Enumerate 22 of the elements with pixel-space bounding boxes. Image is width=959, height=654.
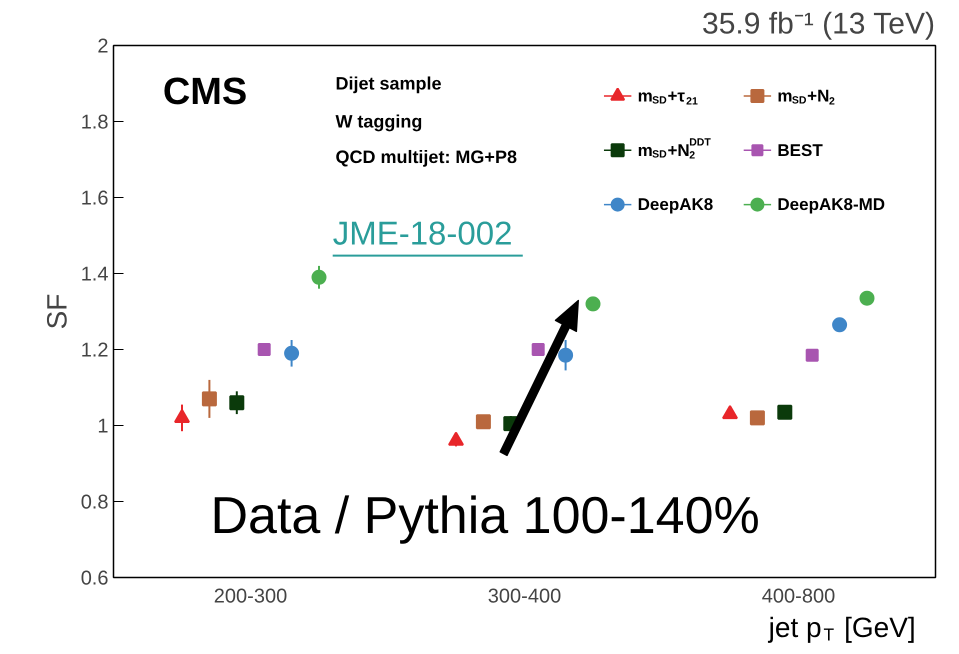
annotation: JME-18-002 [332,214,512,252]
x-tick-label: 400-800 [762,586,836,608]
chart-title: 35.9 fb⁻¹ (13 TeV) [702,8,935,40]
annotation: W tagging [335,112,422,132]
y-tick-label: 1.4 [80,264,109,286]
legend-label: DeepAK8 [638,195,714,214]
y-tick-label: 0.8 [80,492,109,514]
annotation: QCD multijet: MG+P8 [335,146,517,167]
x-tick-label: 200-300 [214,586,288,608]
y-tick-label: 1 [97,416,108,438]
annotation: Dijet sample [335,74,442,94]
annotation: CMS [162,71,248,114]
legend-label: BEST [777,140,824,160]
y-tick-label: 1.8 [80,112,109,134]
y-tick-label: 1.6 [80,188,109,210]
y-axis-title: SF [42,294,73,330]
y-tick-label: 2 [97,36,108,58]
annotation: Data / Pythia 100-140% [210,486,760,545]
legend-label: DeepAK8-MD [777,195,886,214]
x-tick-label: 300-400 [488,586,562,608]
y-tick-label: 1.2 [80,340,109,362]
y-tick-label: 0.6 [80,568,109,590]
